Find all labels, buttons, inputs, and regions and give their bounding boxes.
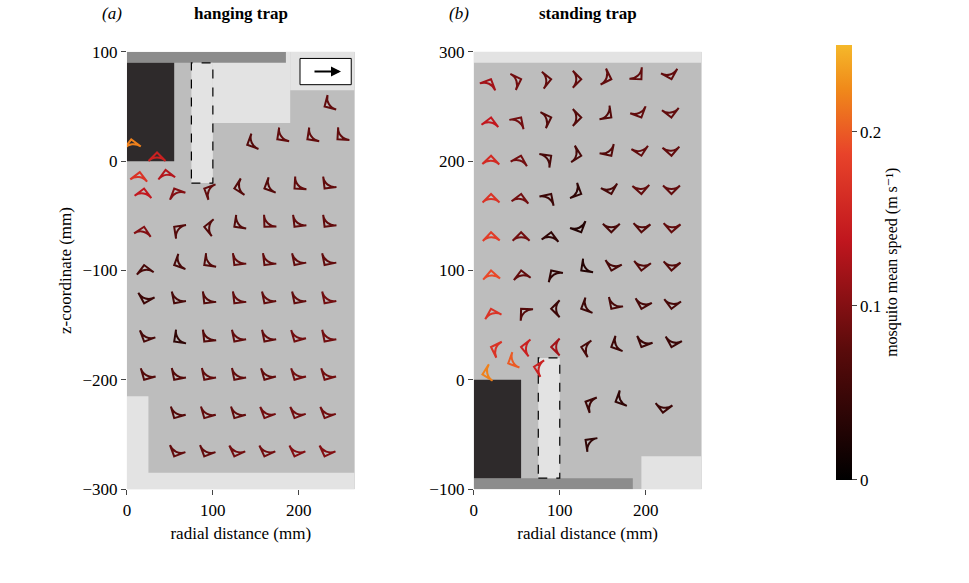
svg-text:(b): (b)	[449, 4, 469, 23]
svg-text:0: 0	[456, 371, 465, 390]
svg-text:0: 0	[860, 471, 869, 490]
svg-text:100: 100	[547, 501, 573, 520]
svg-text:200: 200	[286, 501, 312, 520]
svg-text:200: 200	[633, 501, 659, 520]
svg-text:radial distance (mm): radial distance (mm)	[170, 524, 311, 543]
svg-text:100: 100	[439, 261, 465, 280]
svg-text:0: 0	[470, 501, 479, 520]
svg-text:200: 200	[439, 152, 465, 171]
svg-text:0.2: 0.2	[860, 123, 881, 142]
svg-text:100: 100	[200, 501, 226, 520]
svg-text:0: 0	[109, 152, 118, 171]
svg-text:−100: −100	[429, 480, 464, 499]
svg-text:−300: −300	[82, 480, 117, 499]
svg-text:mosquito mean speed (m s⁻¹): mosquito mean speed (m s⁻¹)	[883, 168, 901, 357]
svg-text:300: 300	[439, 43, 465, 62]
svg-text:z-coordinate (mm): z-coordinate (mm)	[56, 207, 75, 334]
svg-text:100: 100	[92, 43, 118, 62]
svg-text:−200: −200	[82, 371, 117, 390]
svg-text:0.1: 0.1	[860, 297, 881, 316]
svg-text:standing trap: standing trap	[539, 4, 637, 23]
svg-text:0: 0	[123, 501, 131, 520]
svg-text:−100: −100	[82, 261, 117, 280]
svg-text:hanging trap: hanging trap	[194, 4, 288, 23]
svg-text:radial distance (mm): radial distance (mm)	[517, 524, 658, 543]
svg-text:(a): (a)	[102, 4, 122, 23]
